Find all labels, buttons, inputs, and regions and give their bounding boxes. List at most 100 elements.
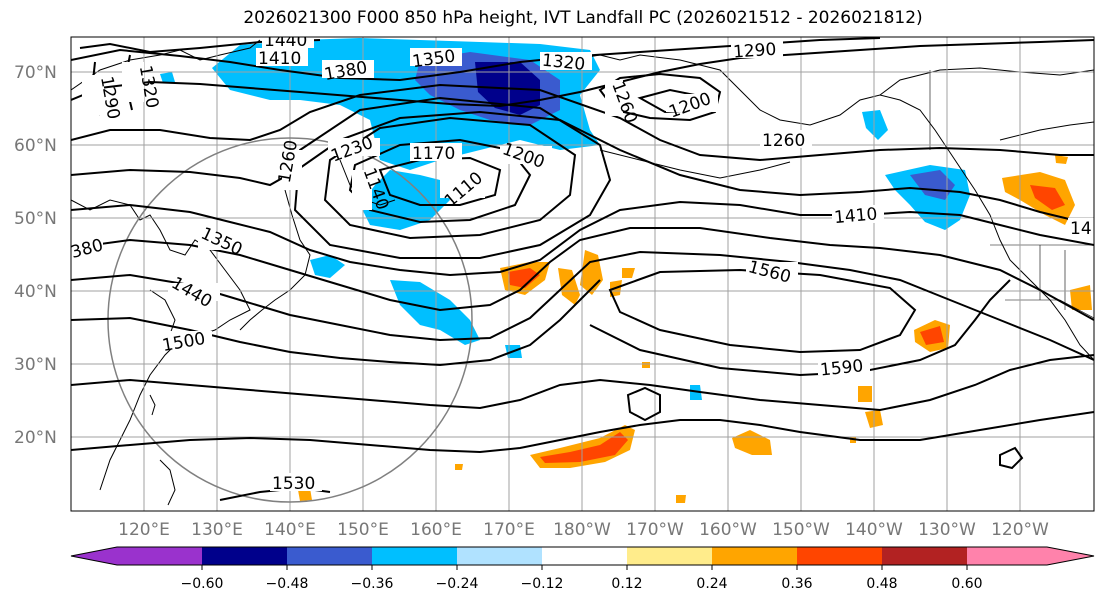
height-contour: [999, 446, 1024, 470]
height-contour: [71, 83, 1094, 162]
ivt-shade-region: [508, 268, 540, 288]
lon-label: 130°W: [918, 520, 976, 540]
ivt-shade-region: [910, 170, 955, 200]
coastlines: [71, 39, 1094, 506]
ivt-shade-region: [310, 255, 345, 278]
lon-labels: 120°E 130°E 140°E 150°E 160°E 170°E 180°…: [118, 520, 1049, 540]
colorbar-segment: [627, 547, 712, 565]
ivt-shade-region: [622, 268, 635, 278]
lon-label: 120°W: [991, 520, 1049, 540]
height-contour: [71, 200, 1094, 277]
height-contour: [71, 110, 1094, 226]
colorbar-segment: [967, 547, 1047, 565]
colorbar-segment: [542, 547, 627, 565]
lon-label: 130°E: [191, 520, 243, 540]
height-contour: [293, 96, 612, 259]
ivt-shade-region: [920, 326, 944, 345]
lon-label: 170°W: [626, 520, 684, 540]
height-contour: [71, 411, 1094, 454]
lon-label: 160°W: [699, 520, 757, 540]
colorbar-tick-label: −0.12: [521, 576, 564, 592]
lon-label: 150°E: [337, 520, 389, 540]
height-contour: [608, 268, 917, 354]
lat-label: 50°N: [14, 209, 57, 229]
ivt-shade-region: [858, 386, 872, 402]
colorbar: −0.60 −0.48 −0.36 −0.24 −0.12 0.12 0.24 …: [70, 546, 1095, 592]
lat-label: 70°N: [14, 63, 57, 83]
ivt-shade-region: [160, 72, 175, 83]
colorbar-segment: [712, 547, 797, 565]
contour-label: 1440: [264, 31, 307, 51]
colorbar-segment: [202, 547, 287, 565]
ivt-shade-region: [690, 385, 702, 400]
contour-label: 1290: [732, 40, 777, 63]
coastline-path: [71, 199, 251, 491]
ivt-shade-region: [390, 280, 480, 345]
colorbar-segment: [287, 547, 372, 565]
lon-label: 150°W: [772, 520, 830, 540]
height-contour: [71, 279, 601, 367]
colorbar-segment: [882, 547, 967, 565]
colorbar-tick-label: −0.48: [266, 576, 309, 592]
contour-label: 1260: [762, 131, 805, 151]
coastline-path: [159, 459, 176, 506]
colorbar-tick-label: 0.12: [611, 576, 642, 592]
colorbar-tick-label: 0.48: [866, 576, 897, 592]
contour-label: 1410: [258, 49, 301, 69]
colorbar-segment: [797, 547, 882, 565]
contour-labels: 1440 1410 1380 1350 1320 1290 1290 1320 …: [71, 31, 1094, 494]
colorbar-tick-label: 0.60: [951, 576, 982, 592]
contour-label: 1170: [412, 144, 455, 164]
lon-label: 160°E: [410, 520, 462, 540]
ivt-shade-region: [862, 110, 888, 140]
height-contour: [71, 250, 1094, 361]
lat-label: 20°N: [14, 428, 57, 448]
lon-label: 170°E: [483, 520, 535, 540]
contour-label: 1320: [541, 51, 586, 75]
ivt-shade-region: [540, 432, 628, 463]
colorbar-tick-label: 0.36: [781, 576, 812, 592]
coastline-path: [149, 394, 156, 416]
ivt-shade-region: [642, 362, 650, 368]
map-title: 2026021300 F000 850 hPa height, IVT Land…: [243, 8, 923, 28]
ivt-shade-region: [298, 488, 312, 501]
ivt-shade-region: [676, 495, 686, 503]
colorbar-tick-label: −0.60: [181, 576, 224, 592]
colorbar-segment: [372, 547, 457, 565]
height-contours: [71, 37, 1094, 501]
contour-label: 1410: [833, 204, 878, 228]
height-contour: [323, 116, 577, 240]
height-contour: [71, 354, 1094, 412]
radius-circle: [107, 137, 473, 503]
colorbar-ticks: [201, 565, 968, 570]
map-frame: [70, 36, 1095, 512]
lon-label: 180°W: [553, 520, 611, 540]
lon-label: 140°E: [264, 520, 316, 540]
ivt-shade-region: [1030, 185, 1065, 210]
coastline-path: [149, 289, 176, 341]
height-contour: [626, 386, 661, 422]
contour-label: 14: [1070, 219, 1092, 239]
height-contour: [71, 227, 1094, 321]
lat-label: 30°N: [14, 355, 57, 375]
lon-label: 120°E: [118, 520, 170, 540]
colorbar-outline: [70, 546, 1095, 566]
height-contour: [589, 279, 1011, 377]
coastline-path: [239, 189, 311, 331]
colorbar-tick-label: −0.36: [351, 576, 394, 592]
lat-label: 60°N: [14, 136, 57, 156]
lat-labels: 70°N 60°N 50°N 40°N 30°N 20°N: [14, 63, 57, 448]
lon-label: 140°W: [845, 520, 903, 540]
colorbar-tick-label: −0.24: [436, 576, 479, 592]
contour-label: 1590: [819, 356, 864, 380]
contour-label: 1530: [272, 474, 315, 494]
colorbar-extend-high: [1047, 547, 1094, 565]
lat-label: 40°N: [14, 282, 57, 302]
ivt-shade-region: [1055, 155, 1068, 164]
colorbar-segment: [457, 547, 542, 565]
colorbar-extend-low: [71, 547, 117, 565]
colorbar-segment: [117, 547, 202, 565]
ivt-shade-region: [455, 464, 463, 470]
coastline-path: [879, 67, 1094, 96]
